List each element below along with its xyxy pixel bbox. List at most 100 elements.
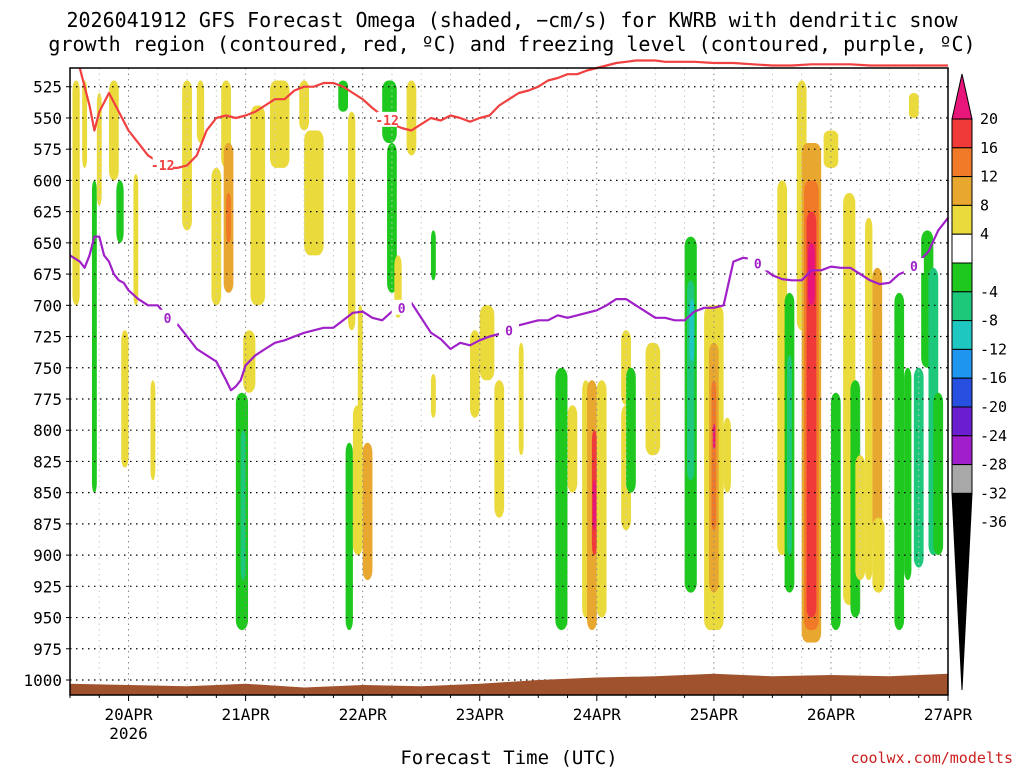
omega-cell-36 [494, 380, 505, 518]
contour-label-bg-0-1 [377, 111, 398, 127]
omega-cell-71 [872, 267, 883, 556]
x-tick-label-20APR: 20APR [104, 705, 153, 724]
colorbar: 20 16 12 8 4 -4 -8 -12 -16 -20 -24 -28 -32 -36 [951, 73, 1007, 691]
omega-cell-32 [430, 374, 436, 418]
contour-label-bg-1-4 [903, 257, 924, 273]
y-tick-label-850: 850 [33, 484, 62, 503]
y-tick-label-800: 800 [33, 421, 62, 440]
contour-line-0 [78, 59, 948, 169]
y-tick-label-725: 725 [33, 328, 62, 347]
omega-cell-10 [196, 80, 205, 143]
omega-cell-51 [689, 299, 695, 362]
colorbar-bottom-arrow [951, 492, 973, 691]
omega-cell-14 [226, 192, 231, 243]
colorbar-label-8: -16 [980, 369, 1007, 387]
x-axis-title: Forecast Time (UTC) [400, 747, 617, 768]
omega-cell-35 [479, 305, 495, 381]
credit-text[interactable]: coolwx.com/modelts [850, 749, 1013, 767]
omega-cell-59 [787, 355, 792, 556]
omega-cell-0 [72, 80, 80, 306]
title-line-2: growth region (contoured, red, ºC) and f… [48, 32, 975, 56]
title-block: 2026041912 GFS Forecast Omega (shaded, −… [48, 8, 975, 56]
omega-cell-23 [348, 111, 356, 331]
colorbar-label-12: -32 [980, 484, 1007, 502]
omega-cell-3 [96, 92, 102, 206]
contour-label-1-4: 0 [910, 260, 918, 275]
contour-label-bg-1-0 [157, 309, 178, 325]
omega-cell-75 [913, 367, 924, 568]
omega-cell-1 [82, 80, 88, 168]
y-tick-label-525: 525 [33, 78, 62, 97]
y-tick-label-875: 875 [33, 515, 62, 534]
omega-cell-43 [592, 480, 596, 531]
colorbar-label-2: 12 [980, 168, 998, 186]
y-tick-label-900: 900 [33, 546, 62, 565]
y-tick-label-675: 675 [33, 265, 62, 284]
contour-label-bg-1-1 [391, 299, 412, 315]
omega-cell-31 [406, 80, 417, 156]
omega-cell-27 [362, 442, 373, 581]
y-tick-label-975: 975 [33, 640, 62, 659]
colorbar-bin-5 [951, 233, 973, 264]
omega-cell-7 [133, 174, 139, 306]
colorbar-label-10: -24 [980, 427, 1007, 445]
omega-cell-34 [469, 330, 480, 418]
omega-cell-21 [304, 130, 324, 256]
colorbar-bin-2 [951, 147, 973, 178]
x-tick-label-21APR: 21APR [222, 705, 271, 724]
colorbar-bin-11 [951, 406, 973, 437]
omega-cell-65 [823, 130, 839, 168]
y-tick-label-575: 575 [33, 140, 62, 159]
y-tick-label-600: 600 [33, 171, 62, 190]
colorbar-label-13: -36 [980, 513, 1007, 531]
colorbar-label-7: -12 [980, 340, 1007, 358]
colorbar-label-5: -4 [980, 283, 998, 301]
colorbar-bin-4 [951, 204, 973, 235]
colorbar-label-11: -28 [980, 456, 1007, 474]
y-tick-label-825: 825 [33, 452, 62, 471]
colorbar-top-arrow [951, 73, 973, 120]
contour-label-bg-1-3 [747, 255, 768, 271]
y-axis: 525 550 575 600 625 650 675 700 725 750 775 800 825 8… [23, 78, 70, 690]
contour-line-1 [69, 217, 949, 392]
colorbar-bin-10 [951, 377, 973, 408]
omega-cell-24 [345, 442, 353, 631]
omega-cell-74 [904, 367, 912, 581]
y-tick-label-550: 550 [33, 109, 62, 128]
omega-cell-69 [855, 455, 866, 581]
omega-cell-33 [430, 230, 436, 281]
contour-label-1-2: 0 [505, 324, 513, 339]
y-tick-label-700: 700 [33, 296, 62, 315]
contour-label-bg-1-2 [499, 322, 519, 338]
colorbar-label-9: -20 [980, 398, 1007, 416]
colorbar-label-4: 4 [980, 225, 989, 243]
x-tick-label-22APR: 22APR [339, 705, 388, 724]
omega-cell-38 [555, 367, 568, 631]
omega-cell-56 [723, 417, 731, 493]
title-line-1: 2026041912 GFS Forecast Omega (shaded, −… [66, 8, 958, 32]
x-tick-label-25APR: 25APR [690, 705, 739, 724]
y-tick-label-650: 650 [33, 234, 62, 253]
colorbar-label-3: 8 [980, 196, 989, 214]
colorbar-bin-13 [951, 464, 973, 494]
colorbar-label-0: 20 [980, 110, 998, 128]
omega-cell-79 [908, 92, 919, 118]
y-tick-label-625: 625 [33, 203, 62, 222]
omega-cell-72 [872, 517, 885, 593]
colorbar-label-1: 16 [980, 139, 998, 157]
colorbar-bin-9 [951, 348, 973, 379]
colorbar-bin-6 [951, 262, 973, 293]
terrain-area [70, 673, 948, 695]
omega-cell-26 [357, 305, 363, 418]
omega-cell-78 [933, 392, 944, 556]
contour-label-bg-0-0 [152, 156, 173, 172]
omega-cell-5 [116, 180, 124, 243]
x-tick-label-24APR: 24APR [573, 705, 622, 724]
colorbar-bin-3 [951, 176, 973, 206]
omega-cell-63 [806, 211, 817, 618]
contour-label-1-0: 0 [164, 312, 172, 327]
contour-label-0-0: -12 [151, 159, 174, 174]
x-tick-sublabel-20APR: 2026 [109, 724, 148, 743]
contour-label-0-1: -12 [375, 114, 398, 129]
